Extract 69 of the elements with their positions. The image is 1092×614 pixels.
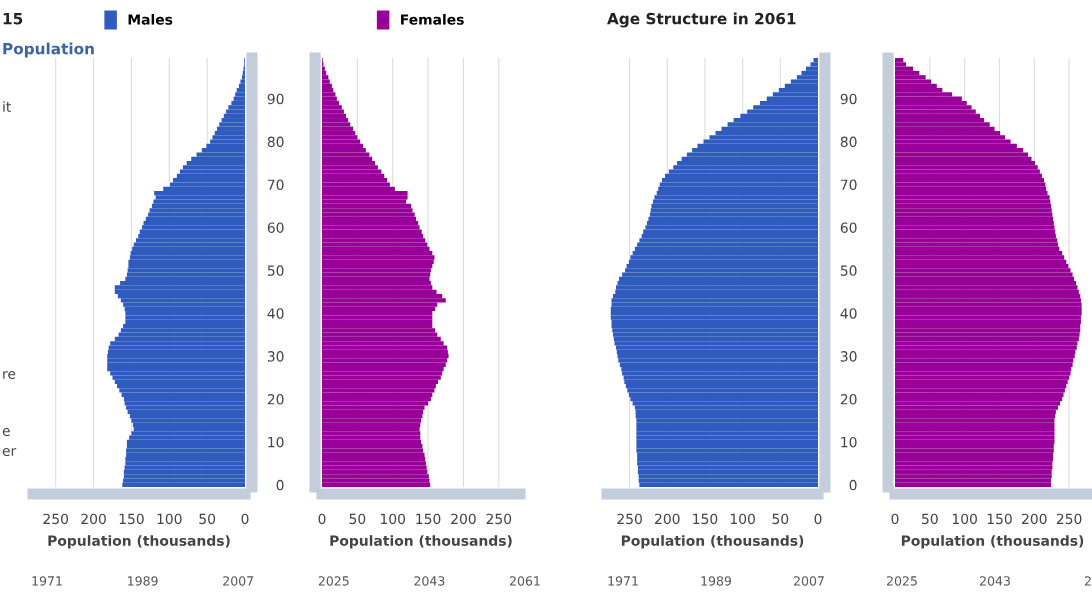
text: 2043 (980, 576, 1010, 586)
y-tick-label: 40 (840, 308, 857, 319)
y-tick-label: 60 (267, 222, 284, 233)
y-tick-label: 90 (267, 93, 284, 105)
y-tick-label: 50 (267, 265, 284, 276)
x-tick-label: 250 (486, 513, 512, 525)
text: 1989 (701, 576, 732, 586)
x-tick-label: 150 (987, 513, 1012, 525)
y-tick-label: 50 (840, 265, 857, 276)
y-tick-label: 60 (840, 222, 857, 233)
y-tick-label: 10 (268, 436, 284, 448)
text: 2 (1084, 576, 1091, 586)
x-axis-title: Population (thousands) (901, 535, 1084, 549)
x-tick-label: 200 (1022, 513, 1047, 525)
x-tick-label: 150 (693, 513, 718, 525)
y-tick-label: 70 (267, 179, 284, 191)
text: er (2, 448, 17, 457)
x-tick-label: 100 (730, 513, 755, 525)
x-tick-label: 200 (81, 513, 106, 525)
text: it (3, 101, 11, 112)
x-tick-label: 250 (617, 513, 642, 525)
text: 2025 (318, 576, 349, 586)
text: 2007 (794, 576, 824, 586)
y-tick-label: 0 (849, 479, 857, 491)
x-tick-label: 0 (814, 513, 822, 525)
x-tick-label: 250 (43, 513, 69, 525)
y-tick-label: 10 (841, 436, 857, 448)
y-tick-label: 90 (840, 93, 857, 105)
y-tick-label: 30 (267, 351, 284, 362)
y-tick-label: 20 (840, 394, 857, 405)
text: 2061 (510, 576, 540, 586)
x-tick-label: 150 (119, 513, 144, 525)
text: re (3, 371, 16, 380)
text: e (2, 428, 10, 437)
x-tick-label: 50 (772, 513, 789, 525)
x-tick-label: 250 (1056, 513, 1082, 525)
x-tick-label: 150 (416, 513, 441, 525)
chart-title: Age Structure in 2061 (607, 12, 796, 28)
x-tick-label: 100 (952, 513, 977, 525)
chart-title: 15 (3, 13, 23, 25)
y-tick-label: 70 (840, 179, 857, 191)
y-tick-label: 80 (267, 136, 284, 148)
text: 2025 (887, 576, 917, 586)
legend-label: Males (128, 14, 173, 25)
x-tick-label: 50 (199, 513, 216, 525)
x-axis-title: Population (thousands) (621, 535, 804, 549)
y-tick-label: 40 (267, 308, 284, 319)
y-tick-label: 0 (276, 479, 284, 491)
text: 1989 (128, 576, 158, 586)
text: 2043 (414, 576, 445, 586)
x-tick-label: 100 (157, 513, 182, 525)
x-axis-title: Population (thousands) (48, 535, 230, 549)
y-tick-label: 80 (840, 136, 857, 148)
x-tick-label: 0 (891, 513, 899, 525)
x-axis-title: Population (thousands) (330, 535, 512, 549)
x-tick-label: 0 (318, 513, 326, 525)
chart-subtitle: Population (3, 42, 94, 58)
legend-label: Females (401, 14, 464, 25)
text: 1971 (32, 576, 62, 586)
x-tick-label: 50 (922, 513, 938, 525)
x-tick-label: 0 (241, 513, 249, 525)
x-tick-label: 200 (451, 513, 476, 525)
text: 1971 (608, 576, 638, 586)
y-tick-label: 30 (840, 351, 857, 362)
x-tick-label: 100 (380, 513, 406, 525)
text: 2007 (223, 576, 254, 586)
x-tick-label: 200 (655, 513, 680, 525)
x-tick-label: 50 (349, 513, 366, 525)
y-tick-label: 20 (267, 394, 284, 405)
